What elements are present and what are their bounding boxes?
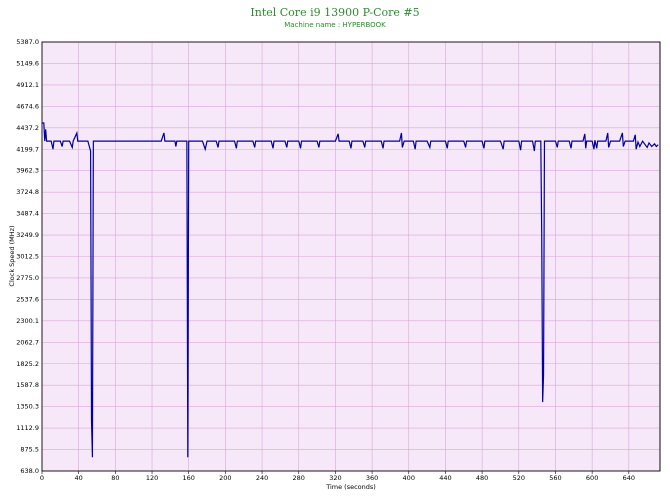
x-tick-label: 480 [476, 474, 488, 482]
y-tick-label: 5387.0 [16, 38, 39, 46]
y-tick-label: 4674.6 [16, 102, 39, 110]
x-tick-label: 80 [111, 474, 119, 482]
y-tick-label: 2537.6 [16, 295, 39, 303]
y-tick-label: 3012.5 [16, 253, 39, 261]
x-tick-label: 160 [182, 474, 194, 482]
x-tick-label: 120 [146, 474, 158, 482]
plot-frame [41, 41, 661, 472]
chart-title: Intel Core i9 13900 P-Core #5 [250, 6, 419, 19]
x-tick-label: 240 [256, 474, 268, 482]
x-tick-label: 0 [40, 474, 44, 482]
x-tick-label: 440 [439, 474, 451, 482]
x-tick-label: 200 [219, 474, 231, 482]
y-tick-label: 4199.7 [16, 145, 39, 153]
chart-subtitle: Machine name : HYPERBOOK [284, 21, 386, 29]
x-tick-label: 520 [513, 474, 525, 482]
y-tick-label: 4912.1 [16, 81, 39, 89]
x-tick-label: 640 [623, 474, 635, 482]
y-tick-label: 5149.6 [16, 59, 39, 67]
y-tick-label: 1587.8 [16, 381, 39, 389]
data-line [42, 122, 659, 458]
y-tick-label: 1112.9 [16, 424, 39, 432]
y-tick-label: 2775.0 [16, 274, 39, 282]
x-tick-label: 560 [549, 474, 561, 482]
x-tick-label: 600 [586, 474, 598, 482]
y-tick-label: 2300.1 [16, 317, 39, 325]
y-tick-label: 4437.2 [16, 124, 39, 132]
y-tick-label: 3249.9 [16, 231, 39, 239]
y-tick-label: 1825.2 [16, 360, 39, 368]
y-tick-label: 875.5 [20, 446, 39, 454]
x-axis-label: Time (seconds) [325, 483, 376, 491]
x-tick-label: 280 [293, 474, 305, 482]
y-tick-label: 3724.8 [16, 188, 39, 196]
x-tick-label: 400 [403, 474, 415, 482]
y-tick-label: 638.0 [20, 467, 39, 475]
y-tick-label: 3487.4 [16, 210, 39, 218]
x-tick-label: 40 [75, 474, 83, 482]
x-tick-label: 360 [366, 474, 378, 482]
x-tick-label: 320 [329, 474, 341, 482]
y-tick-label: 3962.3 [16, 167, 39, 175]
y-axis-label: Clock Speed (MHz) [8, 225, 16, 286]
y-tick-label: 1350.3 [16, 403, 39, 411]
y-tick-label: 2062.7 [16, 338, 39, 346]
